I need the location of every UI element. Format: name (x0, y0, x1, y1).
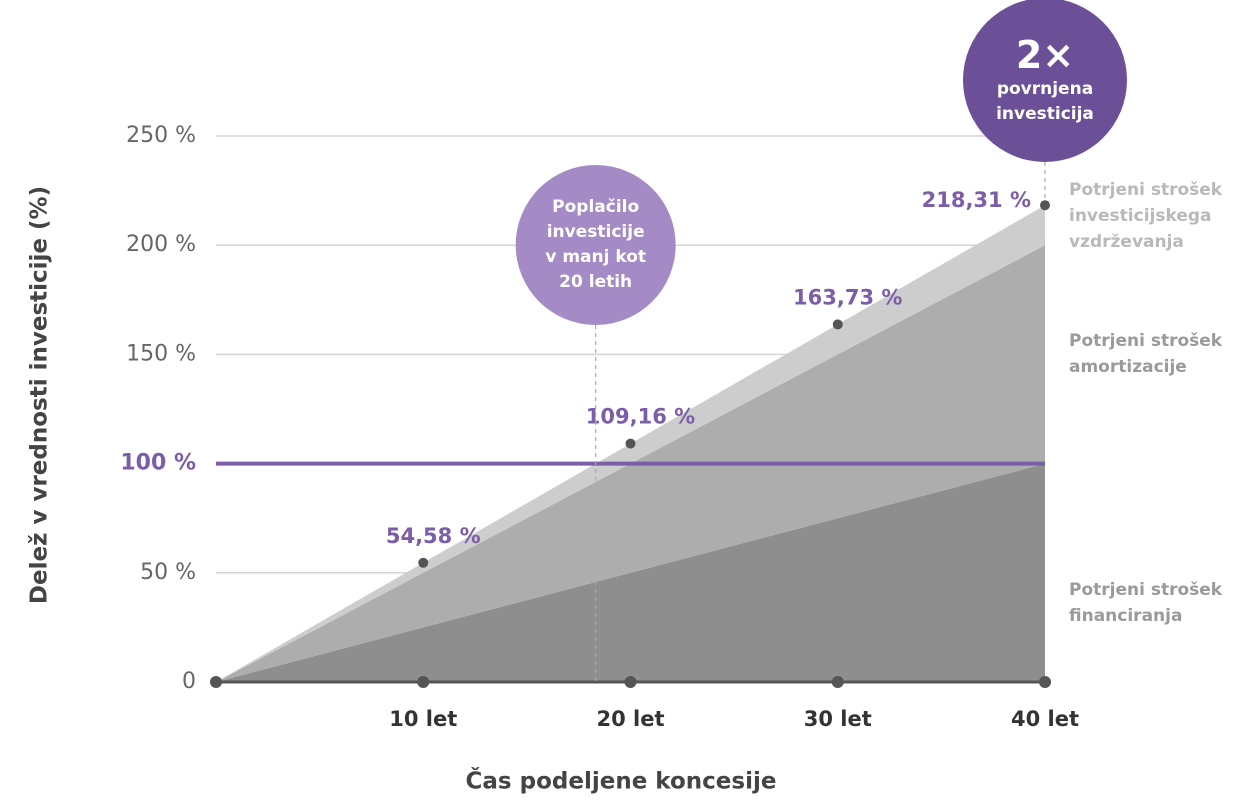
y-tick-label: 150 % (126, 341, 196, 366)
callout-text: Poplačilo investicije v manj kot 20 leti… (536, 195, 656, 295)
total-dot (1040, 200, 1050, 211)
callout-body: Poplačilo investicije v manj kot 20 leti… (545, 197, 647, 292)
callout-text: 2× povrnjena investicija (985, 33, 1105, 127)
series-label: Potrjeni strošek investicijskega vzdržev… (1069, 180, 1223, 253)
total-dot (832, 319, 843, 330)
x-tick (831, 676, 844, 688)
x-axis-title: Čas podeljene koncesije (466, 767, 777, 795)
x-tick (417, 676, 430, 688)
total-dot (625, 438, 636, 449)
y-tick-label: 50 % (140, 560, 196, 585)
callout-body: povrnjena investicija (996, 79, 1094, 124)
x-tick-label: 40 let (1011, 707, 1079, 731)
x-tick-label: 10 let (389, 707, 457, 731)
y-tick-label: 250 % (126, 123, 196, 148)
data-label: 109,16 % (586, 405, 695, 429)
y-tick-label: 0 (182, 669, 196, 694)
data-label: 218,31 % (922, 188, 1031, 212)
origin-dot (210, 676, 222, 688)
total-dot (418, 557, 429, 568)
data-label: 54,58 % (386, 524, 481, 548)
y-tick-label: 100 % (120, 451, 196, 476)
data-label: 163,73 % (793, 285, 902, 309)
x-tick-label: 30 let (804, 707, 872, 731)
x-tick (624, 676, 637, 688)
callout-bubble (963, 0, 1127, 162)
x-tick-label: 20 let (596, 707, 664, 731)
x-tick (1039, 676, 1051, 688)
callout-headline: 2× (1015, 33, 1075, 77)
series-label: Potrjeni strošek amortizacije (1069, 331, 1223, 378)
series-label: Potrjeni strošek financiranja (1069, 579, 1223, 626)
callout-bubble (515, 165, 676, 325)
y-axis-title: Delež v vrednosti investicije (%) (27, 186, 53, 604)
y-tick-label: 200 % (126, 232, 196, 257)
